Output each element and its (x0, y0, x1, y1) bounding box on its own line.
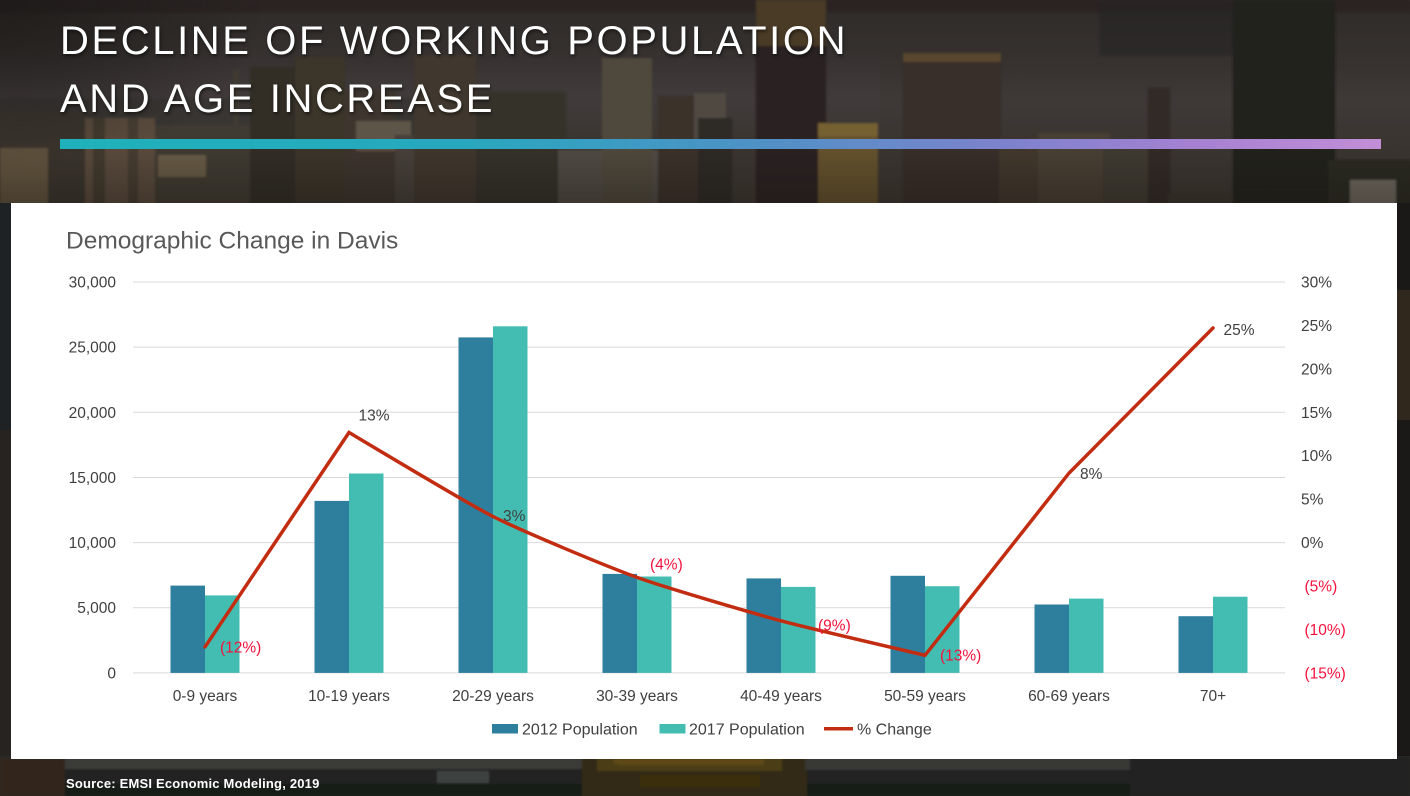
svg-text:30,000: 30,000 (69, 275, 117, 292)
svg-text:5%: 5% (1301, 492, 1324, 509)
svg-text:3%: 3% (503, 508, 526, 525)
svg-text:(15%): (15%) (1305, 665, 1346, 682)
svg-text:15,000: 15,000 (69, 470, 117, 487)
svg-text:70+: 70+ (1200, 688, 1226, 705)
svg-text:25,000: 25,000 (69, 340, 117, 357)
svg-text:(12%): (12%) (220, 640, 261, 657)
svg-text:(4%): (4%) (650, 557, 683, 574)
svg-text:13%: 13% (358, 408, 389, 425)
svg-text:2012 Population: 2012 Population (522, 722, 638, 739)
svg-text:0%: 0% (1301, 535, 1324, 552)
svg-text:60-69 years: 60-69 years (1028, 688, 1110, 705)
svg-text:10%: 10% (1301, 448, 1332, 465)
svg-text:10,000: 10,000 (69, 535, 117, 552)
svg-text:(10%): (10%) (1305, 622, 1346, 639)
svg-text:15%: 15% (1301, 405, 1332, 422)
svg-text:5,000: 5,000 (77, 600, 116, 617)
svg-text:0: 0 (107, 665, 116, 682)
svg-text:40-49 years: 40-49 years (740, 688, 822, 705)
svg-text:30-39 years: 30-39 years (596, 688, 678, 705)
svg-text:0-9 years: 0-9 years (173, 688, 238, 705)
svg-text:(5%): (5%) (1305, 579, 1338, 596)
svg-text:Demographic Change in Davis: Demographic Change in Davis (66, 228, 398, 255)
svg-text:20%: 20% (1301, 361, 1332, 378)
svg-text:30%: 30% (1301, 275, 1332, 292)
svg-text:% Change: % Change (857, 722, 932, 739)
svg-text:25%: 25% (1301, 318, 1332, 335)
svg-text:8%: 8% (1080, 466, 1103, 483)
svg-text:10-19 years: 10-19 years (308, 688, 390, 705)
svg-text:2017 Population: 2017 Population (689, 722, 805, 739)
svg-text:(13%): (13%) (940, 648, 981, 665)
svg-text:20-29 years: 20-29 years (452, 688, 534, 705)
svg-text:(9%): (9%) (818, 618, 851, 635)
svg-text:25%: 25% (1224, 322, 1255, 339)
svg-text:50-59 years: 50-59 years (884, 688, 966, 705)
svg-text:20,000: 20,000 (69, 405, 117, 422)
